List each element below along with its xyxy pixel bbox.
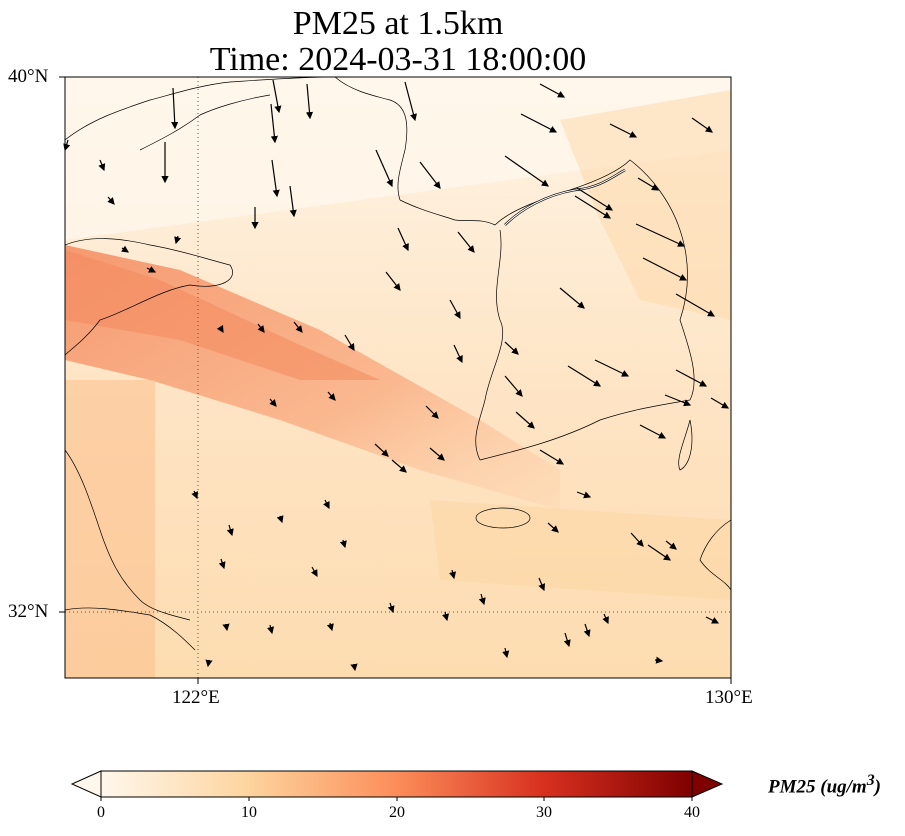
wind-arrow bbox=[453, 344, 463, 364]
wind-arrow bbox=[344, 334, 355, 352]
wind-arrow bbox=[654, 656, 664, 664]
wind-arrow bbox=[457, 231, 475, 253]
wind-arrow bbox=[326, 622, 334, 632]
wind-arrow bbox=[267, 624, 275, 635]
wind-arrow bbox=[504, 375, 523, 397]
wind-arrow bbox=[449, 569, 457, 580]
wind-arrow bbox=[107, 196, 115, 205]
wind-arrow bbox=[520, 113, 558, 133]
colorbar-tick-40: 40 bbox=[684, 804, 700, 821]
map-title-line2: Time: 2024-03-31 18:00:00 bbox=[209, 41, 587, 78]
wind-arrow bbox=[538, 577, 546, 592]
wind-arrow bbox=[272, 79, 282, 114]
wind-arrow bbox=[374, 443, 389, 457]
colorbar-tick-30: 30 bbox=[536, 804, 552, 821]
wind-arrow bbox=[226, 524, 234, 537]
wind-arrow bbox=[630, 532, 644, 547]
wind-arrow bbox=[576, 491, 592, 499]
wind-arrow bbox=[691, 117, 713, 133]
wind-arrow bbox=[146, 266, 157, 273]
wind-arrow bbox=[602, 613, 609, 625]
wind-arrow bbox=[547, 522, 559, 533]
gridlines bbox=[65, 77, 731, 678]
wind-arrow bbox=[710, 397, 730, 409]
wind-arrow bbox=[504, 341, 519, 355]
wind-arrow bbox=[269, 398, 277, 407]
wind-arrow bbox=[442, 611, 450, 622]
lat-tick-40n: 40°N bbox=[8, 66, 49, 87]
wind-arrow bbox=[174, 235, 182, 245]
wind-arrow bbox=[539, 83, 566, 98]
wind-arrow bbox=[293, 321, 303, 333]
wind-arrow bbox=[563, 632, 571, 648]
wind-arrow bbox=[539, 449, 565, 465]
lon-tick-122e: 122°E bbox=[172, 687, 220, 708]
wind-arrow bbox=[664, 394, 692, 407]
colorbar bbox=[70, 770, 724, 801]
lat-tick-32n: 32°N bbox=[8, 601, 49, 622]
wind-arrow bbox=[478, 593, 486, 606]
wind-arrow bbox=[635, 223, 686, 247]
coastlines bbox=[65, 77, 731, 651]
wind-arrow bbox=[705, 616, 720, 624]
wind-arrow bbox=[205, 659, 213, 668]
wind-arrow bbox=[647, 544, 671, 561]
colorbar-label: PM25 (ug/m3) bbox=[768, 772, 881, 798]
wind-arrow bbox=[218, 558, 226, 570]
wind-arrow bbox=[270, 103, 278, 144]
map-title-line1: PM25 at 1.5km bbox=[292, 5, 504, 42]
wind-arrow bbox=[675, 369, 708, 387]
lon-tick-130e: 130°E bbox=[705, 687, 753, 708]
wind-arrow bbox=[574, 195, 612, 219]
wind-vectors bbox=[63, 79, 730, 672]
wind-arrow bbox=[502, 647, 510, 659]
colorbar-tick-10: 10 bbox=[241, 804, 257, 821]
wind-arrow bbox=[350, 663, 358, 672]
wind-arrow bbox=[504, 155, 549, 187]
pm25-field bbox=[65, 77, 731, 678]
colorbar-tick-0: 0 bbox=[97, 804, 105, 821]
wind-arrow bbox=[222, 623, 230, 632]
wind-arrow bbox=[567, 365, 602, 387]
wind-arrow bbox=[639, 424, 667, 439]
wind-arrow bbox=[216, 325, 224, 334]
wind-arrow bbox=[609, 123, 638, 138]
wind-arrow bbox=[171, 87, 179, 130]
wind-arrow bbox=[637, 177, 660, 191]
wind-arrow bbox=[271, 159, 280, 198]
wind-arrow bbox=[191, 490, 198, 500]
wind-arrow bbox=[98, 159, 106, 172]
wind-arrow bbox=[339, 539, 347, 549]
wind-arrow bbox=[419, 161, 441, 189]
wind-arrow bbox=[327, 391, 336, 401]
wind-arrow bbox=[594, 359, 630, 377]
wind-arrow bbox=[642, 257, 688, 281]
wind-arrow bbox=[323, 499, 330, 510]
wind-arrow bbox=[121, 245, 129, 253]
wind-arrow bbox=[276, 515, 284, 524]
wind-arrow bbox=[289, 185, 297, 218]
colorbar-tick-20: 20 bbox=[389, 804, 405, 821]
wind-arrow bbox=[576, 187, 614, 211]
wind-arrow bbox=[391, 459, 407, 473]
wind-arrow bbox=[665, 540, 677, 550]
wind-arrow bbox=[385, 271, 401, 291]
wind-arrow bbox=[425, 405, 439, 419]
wind-arrow bbox=[429, 447, 445, 461]
wind-arrow bbox=[559, 287, 585, 309]
wind-arrow bbox=[387, 602, 395, 614]
wind-arrow bbox=[583, 623, 591, 638]
wind-arrow bbox=[675, 293, 716, 317]
wind-arrow bbox=[375, 149, 393, 188]
wind-arrow bbox=[305, 83, 314, 120]
wind-arrow bbox=[310, 566, 318, 578]
wind-arrow bbox=[404, 81, 417, 122]
wind-arrow bbox=[257, 323, 265, 333]
wind-arrow bbox=[449, 299, 461, 320]
wind-arrow bbox=[397, 227, 409, 252]
map-frame bbox=[64, 76, 732, 679]
wind-arrow bbox=[515, 411, 535, 429]
